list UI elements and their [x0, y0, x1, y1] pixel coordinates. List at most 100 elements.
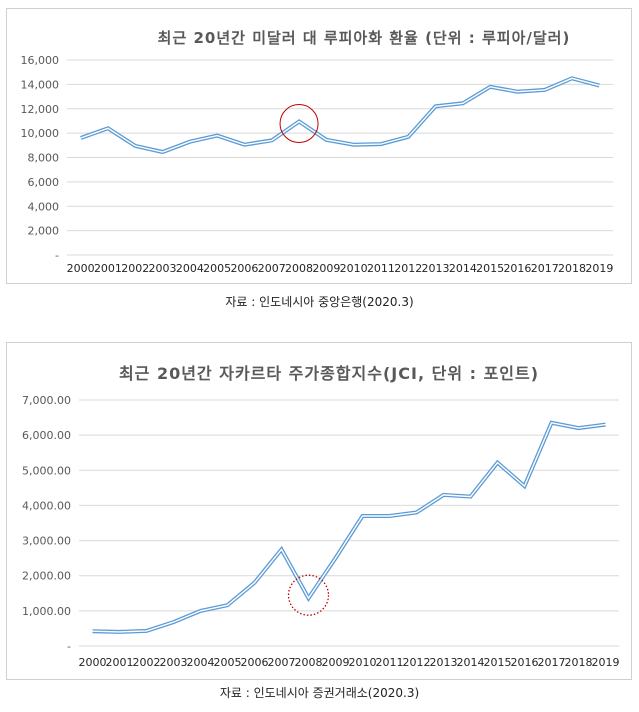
- exchange-rate-chart-title: 최근 20년간 미달러 대 루피아화 환율 (단위 : 루피아/달러): [157, 29, 571, 47]
- x-tick-label: 2002: [133, 656, 161, 669]
- data-point: [543, 88, 547, 92]
- x-tick-label: 2004: [176, 262, 204, 275]
- data-point: [352, 143, 356, 147]
- data-point: [379, 142, 383, 146]
- y-tick-label: 6,000.00: [22, 429, 71, 442]
- y-tick-label: 2,000.00: [22, 570, 71, 583]
- x-tick-label: 2005: [214, 656, 242, 669]
- x-tick-label: 2012: [394, 262, 422, 275]
- x-tick-label: 2007: [258, 262, 286, 275]
- data-point: [118, 630, 122, 634]
- y-tick-label: 12,000: [21, 103, 60, 116]
- data-point: [334, 556, 338, 560]
- x-tick-label: 2018: [558, 262, 586, 275]
- x-tick-label: 2019: [592, 656, 620, 669]
- y-tick-label: 4,000.00: [22, 499, 71, 512]
- data-point: [488, 85, 492, 89]
- x-tick-label: 2006: [241, 656, 269, 669]
- jci-chart-title: 최근 20년간 자카르타 주가종합지수(JCI, 단위 : 포인트): [118, 364, 540, 383]
- y-tick-label: 4,000: [28, 200, 60, 213]
- series-line: [80, 76, 600, 155]
- y-tick-label: 2,000: [28, 225, 60, 238]
- x-tick-label: 2001: [106, 656, 134, 669]
- data-point: [172, 620, 176, 624]
- data-point: [226, 603, 230, 607]
- y-tick-label: 5,000.00: [22, 464, 71, 477]
- data-point: [415, 510, 419, 514]
- x-tick-label: 2015: [476, 262, 504, 275]
- x-tick-label: 2003: [160, 656, 188, 669]
- x-tick-label: 2003: [149, 262, 177, 275]
- x-tick-label: 2009: [322, 656, 350, 669]
- data-point: [215, 134, 219, 138]
- data-point: [523, 484, 527, 488]
- y-tick-label: 3,000.00: [22, 535, 71, 548]
- x-tick-label: 2013: [430, 656, 458, 669]
- series-line-inner: [92, 422, 606, 633]
- data-point: [604, 423, 608, 427]
- x-tick-label: 2011: [376, 656, 404, 669]
- x-tick-label: 2010: [349, 656, 377, 669]
- x-tick-label: 2014: [449, 262, 477, 275]
- data-point: [145, 629, 149, 633]
- x-tick-label: 2015: [484, 656, 512, 669]
- exchange-rate-chart-plot: - 2,000 4,000 6,000 8,000 10,000 12,000 14,000 1…: [21, 54, 614, 275]
- data-point: [442, 493, 446, 497]
- x-tick-label: 2007: [268, 656, 296, 669]
- data-point: [270, 138, 274, 142]
- data-point: [188, 140, 192, 144]
- y-tick-label: 7,000.00: [22, 394, 71, 407]
- data-point: [91, 629, 95, 633]
- x-tick-label: 2017: [538, 656, 566, 669]
- data-point: [161, 150, 165, 154]
- x-tick-label: 2004: [187, 656, 215, 669]
- x-tick-label: 2008: [285, 262, 313, 275]
- y-tick-label: -: [55, 249, 59, 262]
- x-tick-label: 2010: [340, 262, 368, 275]
- exchange-rate-source: 자료 : 인도네시아 중앙은행(2020.3): [225, 295, 414, 309]
- data-point: [550, 421, 554, 425]
- x-tick-label: 2000: [67, 262, 95, 275]
- series-line-inner: [80, 77, 600, 153]
- y-tick-label: 10,000: [21, 127, 60, 140]
- data-point: [79, 136, 83, 140]
- y-tick-label: 16,000: [21, 54, 60, 67]
- jci-source: 자료 : 인도네시아 증권거래소(2020.3): [219, 686, 420, 700]
- data-point: [199, 609, 203, 613]
- x-tick-label: 2013: [422, 262, 450, 275]
- x-tick-label: 2016: [511, 656, 539, 669]
- jci-chart-plot: - 1,000.00 2,000.00 3,000.00 4,000.00 5,000.0…: [22, 394, 620, 669]
- x-tick-label: 2009: [312, 262, 340, 275]
- data-point: [106, 126, 110, 130]
- series-line: [92, 420, 606, 634]
- data-point: [388, 514, 392, 518]
- x-tick-label: 2018: [565, 656, 593, 669]
- data-point: [133, 144, 137, 148]
- data-point: [297, 120, 301, 124]
- data-point: [461, 101, 465, 105]
- data-point: [307, 596, 311, 600]
- x-tick-label: 2005: [203, 262, 231, 275]
- x-tick-label: 2001: [94, 262, 122, 275]
- y-tick-label: 6,000: [28, 176, 60, 189]
- jci-chart: 최근 20년간 자카르타 주가종합지수(JCI, 단위 : 포인트) - 1,00…: [6, 342, 632, 680]
- data-point: [361, 514, 365, 518]
- data-point: [515, 90, 519, 94]
- x-tick-label: 2002: [121, 262, 149, 275]
- data-point: [406, 135, 410, 139]
- x-tick-label: 2008: [295, 656, 323, 669]
- x-tick-label: 2012: [403, 656, 431, 669]
- y-tick-label: 8,000: [28, 152, 60, 165]
- data-point: [253, 581, 257, 585]
- data-point: [496, 461, 500, 465]
- x-tick-label: 2014: [457, 656, 485, 669]
- highlight-circle: [279, 104, 319, 144]
- data-point: [577, 426, 581, 430]
- x-tick-label: 2011: [367, 262, 395, 275]
- y-tick-label: 1,000.00: [22, 605, 71, 618]
- exchange-rate-chart: 최근 20년간 미달러 대 루피아화 환율 (단위 : 루피아/달러) - 2,0…: [6, 8, 632, 284]
- data-point: [242, 143, 246, 147]
- x-tick-label: 2000: [79, 656, 107, 669]
- x-tick-label: 2006: [230, 262, 258, 275]
- x-tick-label: 2016: [503, 262, 531, 275]
